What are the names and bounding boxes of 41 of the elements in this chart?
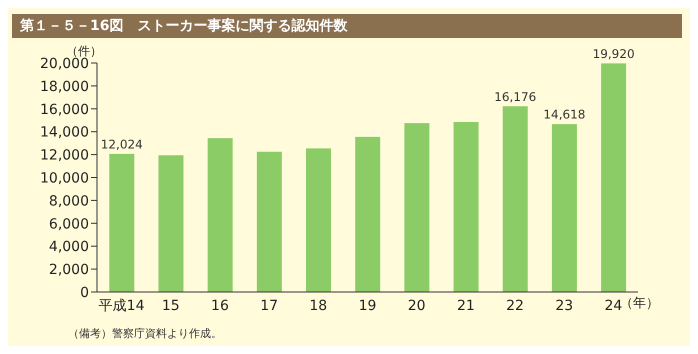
- y-tick-label: 14,000: [40, 124, 89, 141]
- x-tick-label: 17: [260, 298, 278, 314]
- x-tick-label: 24: [604, 298, 622, 314]
- data-label: 12,024: [100, 137, 143, 152]
- y-tick-label: 12,000: [40, 148, 89, 164]
- y-tick-label: 18,000: [40, 78, 89, 95]
- x-tick-label: 20: [408, 298, 426, 314]
- y-tick-label: 10,000: [40, 170, 89, 186]
- x-tick-label: 22: [506, 298, 524, 314]
- bar: [109, 154, 134, 292]
- bar: [552, 124, 577, 292]
- y-tick-label: 2,000: [48, 262, 89, 278]
- y-tick-label: 20,000: [40, 56, 89, 72]
- x-tick-label: 23: [555, 298, 574, 314]
- x-tick-label: 19: [358, 298, 376, 314]
- y-axis-title: （件）: [66, 43, 102, 58]
- bar: [601, 63, 626, 292]
- y-tick-label: 4,000: [48, 239, 89, 256]
- x-tick-label: 16: [211, 298, 229, 314]
- bar: [454, 122, 479, 292]
- bar: [404, 123, 430, 292]
- data-label: 16,176: [494, 90, 536, 104]
- x-tick-label: 21: [456, 298, 475, 314]
- bar: [306, 148, 332, 292]
- text: （備考）警察庁資料より作成。: [68, 326, 222, 341]
- y-tick-label: 6,000: [48, 216, 89, 232]
- x-tick-label: 平成14: [98, 298, 145, 314]
- bar: [256, 152, 282, 292]
- y-tick-label: 0: [80, 284, 89, 301]
- data-label: 14,618: [543, 108, 586, 122]
- chart-title: 第１－５－16図 ストーカー事案に関する認知件数: [12, 14, 682, 38]
- x-tick-label: 18: [309, 298, 328, 314]
- bar: [355, 136, 380, 292]
- x-tick-label: 15: [162, 298, 180, 314]
- y-tick-label: 8,000: [48, 193, 89, 210]
- data-label: 19,920: [592, 46, 635, 61]
- bar: [502, 106, 528, 292]
- bar: [208, 138, 233, 292]
- y-tick-label: 16,000: [40, 102, 89, 118]
- bar: [158, 155, 184, 292]
- x-axis-title: （年）: [620, 295, 659, 312]
